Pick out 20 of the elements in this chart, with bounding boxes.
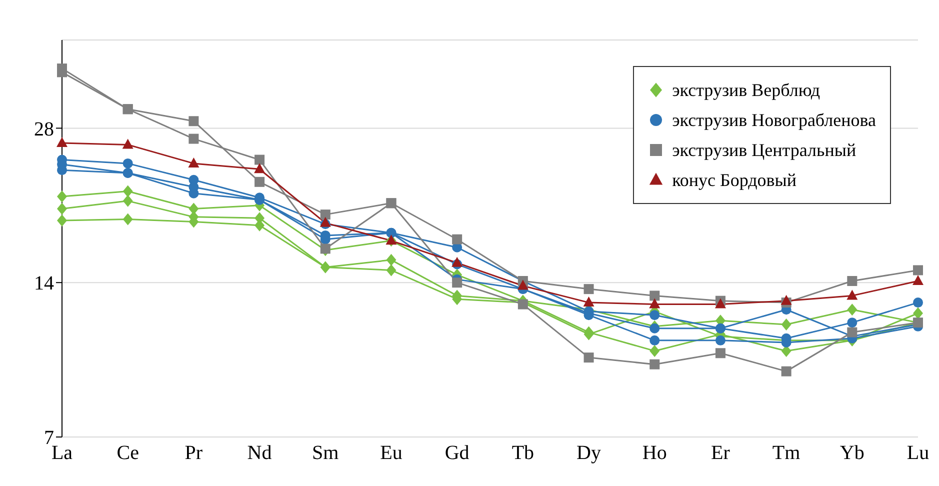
legend-label: экструзив Верблюд <box>672 79 820 102</box>
x-tick-label: Sm <box>312 442 340 464</box>
legend-label: конус Бордовый <box>672 169 797 192</box>
x-tick-label: Ce <box>116 442 140 464</box>
x-tick-label: Yb <box>840 442 864 464</box>
x-tick-label: Lu <box>906 442 930 464</box>
x-tick-label: Ho <box>642 442 667 464</box>
x-tick-label: Tb <box>512 442 534 464</box>
x-tick-label: Gd <box>444 442 470 464</box>
x-tick-label: Er <box>711 442 730 464</box>
x-tick-label: Dy <box>576 442 601 464</box>
y-tick-label: 14 <box>34 272 54 295</box>
x-tick-label: Eu <box>380 442 402 464</box>
legend-label: экструзив Новограбленова <box>672 109 876 132</box>
x-tick-label: La <box>51 442 73 464</box>
x-tick-label: Nd <box>247 442 272 464</box>
x-tick-label: Tm <box>772 442 801 464</box>
y-tick-label: 28 <box>34 118 54 140</box>
legend-label: экструзив Центральный <box>672 139 856 162</box>
x-tick-label: Pr <box>184 442 203 464</box>
